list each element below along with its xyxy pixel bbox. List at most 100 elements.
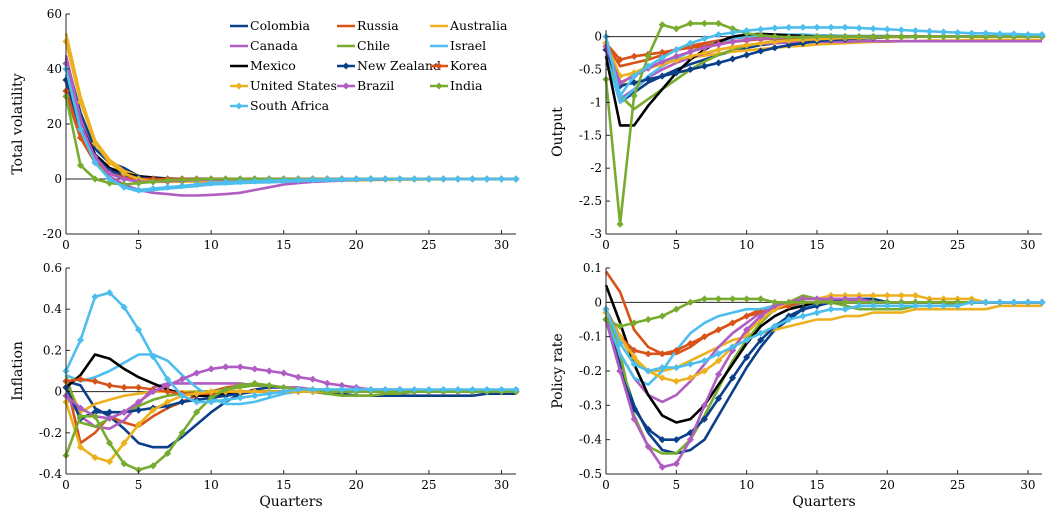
data-point	[120, 408, 128, 416]
data-point	[644, 75, 652, 83]
data-point	[714, 357, 723, 365]
data-point	[644, 367, 652, 375]
data-point	[468, 175, 477, 183]
data-point	[236, 178, 244, 186]
data-point	[135, 406, 143, 414]
data-point	[149, 462, 157, 470]
data-point	[939, 302, 948, 310]
data-point	[164, 375, 172, 383]
data-point	[743, 353, 751, 361]
legend-item: Brazil	[337, 78, 394, 93]
data-point	[869, 33, 877, 41]
data-point	[827, 298, 835, 306]
data-point	[1038, 31, 1046, 39]
data-point	[105, 458, 114, 466]
data-point	[265, 177, 273, 185]
data-point	[630, 353, 638, 361]
data-point	[630, 346, 638, 354]
data-point	[729, 374, 737, 382]
series-line	[604, 297, 1042, 455]
data-point	[76, 412, 85, 420]
series-chile	[64, 374, 516, 428]
data-point	[714, 326, 723, 334]
data-point	[672, 56, 680, 64]
data-point	[841, 33, 849, 41]
data-point	[381, 175, 389, 183]
data-point	[897, 26, 905, 34]
data-point	[911, 291, 919, 300]
data-point	[658, 312, 666, 320]
data-point	[222, 385, 230, 394]
data-point	[439, 175, 447, 183]
chart-panel-2: 0 5 10 15 20 25 30 -0.4 -0.2 0 0.2 0.4 0.6 Inflation Q…	[10, 261, 520, 510]
series-australia	[604, 304, 1042, 373]
data-point	[338, 385, 346, 394]
data-point	[483, 385, 491, 394]
data-point	[658, 58, 666, 66]
data-point	[222, 396, 230, 404]
x-tick-label: 10	[739, 478, 754, 492]
series-line	[604, 297, 1042, 469]
data-point	[323, 175, 331, 184]
data-point	[309, 385, 317, 394]
data-point	[294, 373, 302, 381]
y-tick-label: -0.5	[579, 62, 602, 76]
data-point	[785, 33, 793, 41]
data-point	[686, 360, 694, 368]
data-point	[799, 305, 807, 313]
data-point	[855, 302, 863, 310]
series-line	[604, 300, 1042, 387]
data-point	[616, 322, 624, 330]
data-point	[714, 295, 723, 303]
data-point	[954, 302, 962, 310]
x-tick-label: 30	[494, 238, 509, 252]
series-line	[604, 304, 1042, 373]
y-tick-label: -3	[590, 227, 602, 241]
data-point	[672, 377, 680, 385]
data-point	[658, 21, 666, 29]
series-south-africa	[62, 289, 520, 406]
data-point	[309, 176, 317, 184]
y-tick-label: 0	[54, 385, 62, 399]
data-point	[700, 367, 709, 375]
data-point	[700, 401, 709, 409]
data-point	[468, 385, 477, 394]
data-point	[164, 176, 172, 184]
series-line	[64, 291, 516, 404]
data-point	[743, 41, 751, 49]
x-axis-label: Quarters	[259, 494, 322, 510]
data-point	[897, 33, 905, 41]
data-point	[785, 23, 793, 31]
legend-item: Russia	[337, 18, 399, 33]
legend-label: Korea	[450, 58, 488, 73]
x-tick-label: 5	[135, 478, 143, 492]
data-point	[686, 19, 694, 27]
data-point	[76, 98, 85, 106]
data-point	[91, 377, 99, 385]
y-axis-label: Total volatility	[10, 73, 26, 174]
data-point	[996, 30, 1004, 38]
x-tick-label: 20	[349, 478, 364, 492]
data-point	[630, 92, 638, 100]
data-point	[236, 394, 244, 402]
data-point	[982, 298, 990, 306]
data-point	[714, 40, 723, 49]
legend-item: United States	[230, 78, 337, 93]
y-axis-label: Output	[550, 107, 566, 157]
data-point	[700, 333, 709, 341]
data-point	[178, 392, 186, 400]
series-line	[604, 35, 1042, 104]
data-point	[207, 179, 215, 187]
data-point	[982, 29, 990, 37]
data-point	[700, 357, 709, 365]
series-colombia	[64, 57, 516, 181]
legend-label: Israel	[450, 38, 486, 53]
data-point	[855, 33, 863, 41]
legend-item: Australia	[430, 18, 508, 33]
data-point	[658, 463, 666, 471]
data-point	[729, 55, 737, 63]
data-point	[672, 305, 680, 313]
x-tick-label: 10	[739, 238, 754, 252]
data-point	[454, 175, 462, 183]
